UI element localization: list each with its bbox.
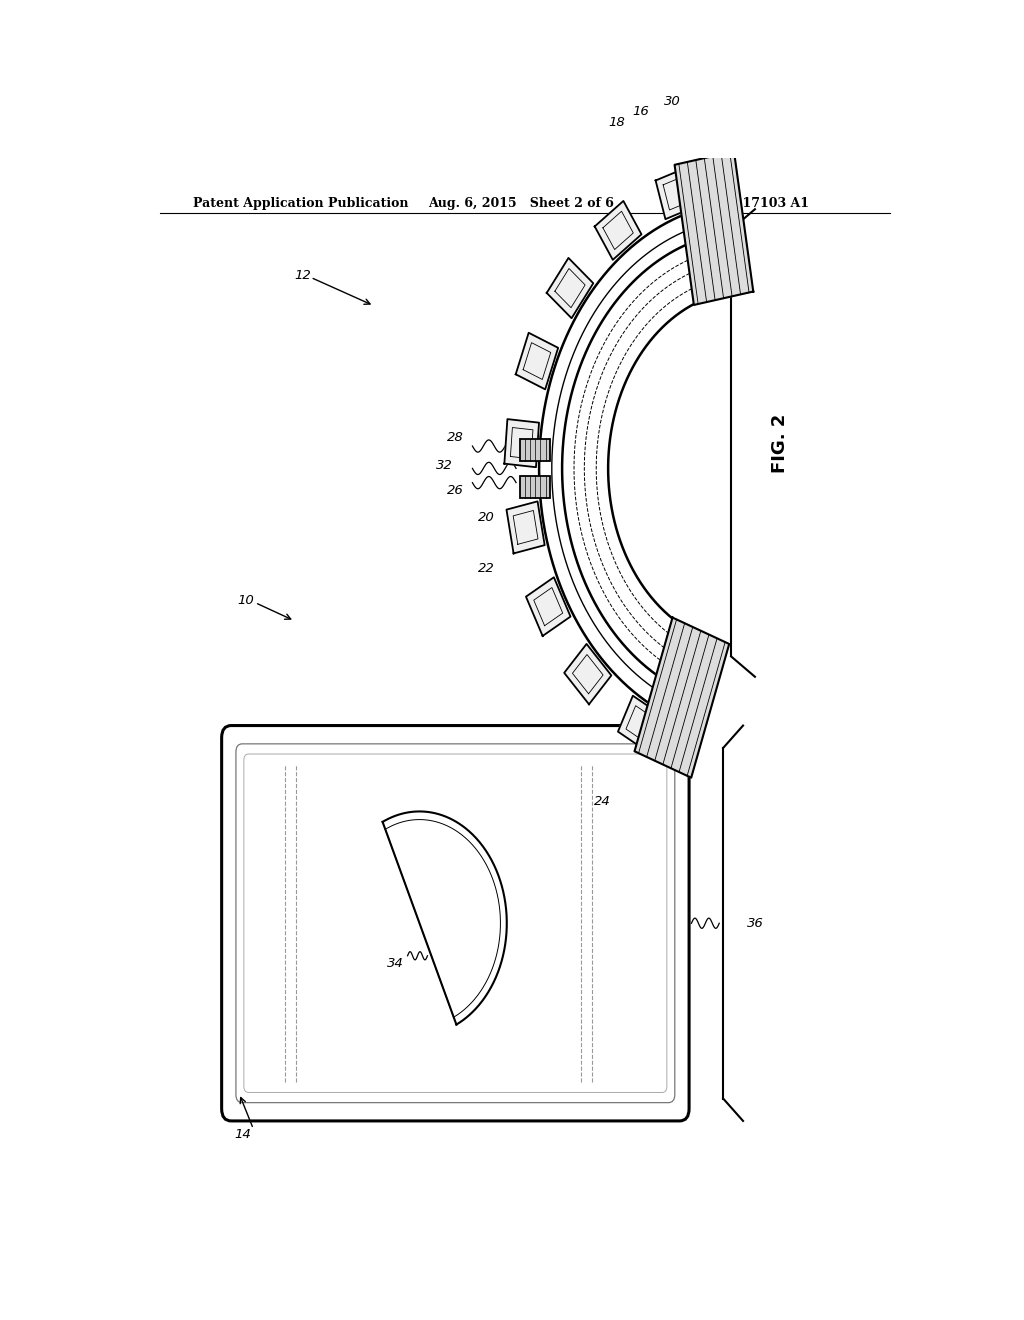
Bar [520, 440, 550, 461]
Polygon shape [505, 420, 539, 467]
Polygon shape [635, 618, 729, 777]
FancyBboxPatch shape [236, 744, 675, 1102]
Polygon shape [507, 502, 545, 553]
Text: Patent Application Publication: Patent Application Publication [194, 197, 409, 210]
Text: 10: 10 [238, 594, 254, 607]
Text: 28: 28 [446, 432, 463, 445]
Polygon shape [617, 696, 664, 752]
Text: 12: 12 [294, 269, 311, 281]
Text: 20: 20 [478, 511, 495, 524]
FancyBboxPatch shape [244, 754, 667, 1093]
Text: 18: 18 [608, 116, 625, 128]
Polygon shape [564, 644, 611, 705]
Text: 30: 30 [664, 95, 680, 108]
Text: 36: 36 [746, 917, 763, 929]
Polygon shape [655, 166, 698, 219]
Polygon shape [526, 577, 570, 636]
Text: 26: 26 [446, 484, 463, 498]
Text: 22: 22 [478, 562, 495, 576]
Bar [520, 475, 550, 498]
Text: FIG. 2: FIG. 2 [771, 413, 790, 473]
FancyBboxPatch shape [221, 726, 689, 1121]
Text: 16: 16 [632, 106, 648, 119]
Text: 32: 32 [436, 459, 453, 471]
Polygon shape [516, 333, 558, 389]
Polygon shape [547, 257, 593, 318]
Text: 14: 14 [234, 1127, 252, 1140]
Text: US 2015/0217103 A1: US 2015/0217103 A1 [662, 197, 809, 210]
Polygon shape [595, 201, 641, 260]
Polygon shape [675, 152, 754, 305]
Text: 24: 24 [594, 795, 610, 808]
Text: 34: 34 [387, 957, 404, 970]
Text: Aug. 6, 2015   Sheet 2 of 6: Aug. 6, 2015 Sheet 2 of 6 [428, 197, 613, 210]
